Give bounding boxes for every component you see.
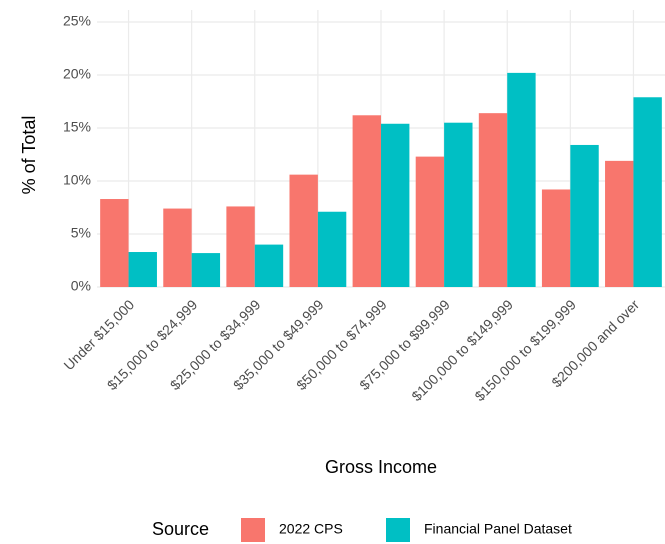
legend-key — [386, 518, 410, 542]
bar — [191, 253, 221, 287]
bar — [570, 144, 599, 287]
legend-label: Financial Panel Dataset — [424, 521, 572, 537]
bar — [633, 97, 662, 287]
legend-label: 2022 CPS — [279, 521, 343, 537]
bar — [478, 113, 508, 287]
y-tick-label: 25% — [63, 13, 91, 29]
bar — [100, 199, 129, 287]
y-tick-label: 15% — [63, 119, 91, 135]
bar — [444, 122, 473, 287]
y-tick-label: 20% — [63, 66, 91, 82]
y-tick-label: 10% — [63, 172, 91, 188]
y-tick-label: 0% — [71, 278, 91, 294]
bar — [605, 160, 634, 287]
bar — [163, 208, 192, 287]
y-axis-title: % of Total — [19, 116, 39, 195]
y-tick-label: 5% — [71, 225, 91, 241]
bar — [381, 123, 410, 287]
x-axis-title: Gross Income — [325, 457, 437, 477]
bar — [352, 115, 381, 287]
legend-title: Source — [152, 519, 209, 539]
legend-key — [241, 518, 265, 542]
bar — [254, 244, 284, 287]
bar — [415, 156, 445, 287]
bar — [317, 211, 347, 287]
bar — [226, 206, 255, 287]
bar — [541, 189, 571, 287]
bar — [128, 252, 157, 287]
bar — [289, 174, 318, 287]
bar — [507, 72, 536, 287]
